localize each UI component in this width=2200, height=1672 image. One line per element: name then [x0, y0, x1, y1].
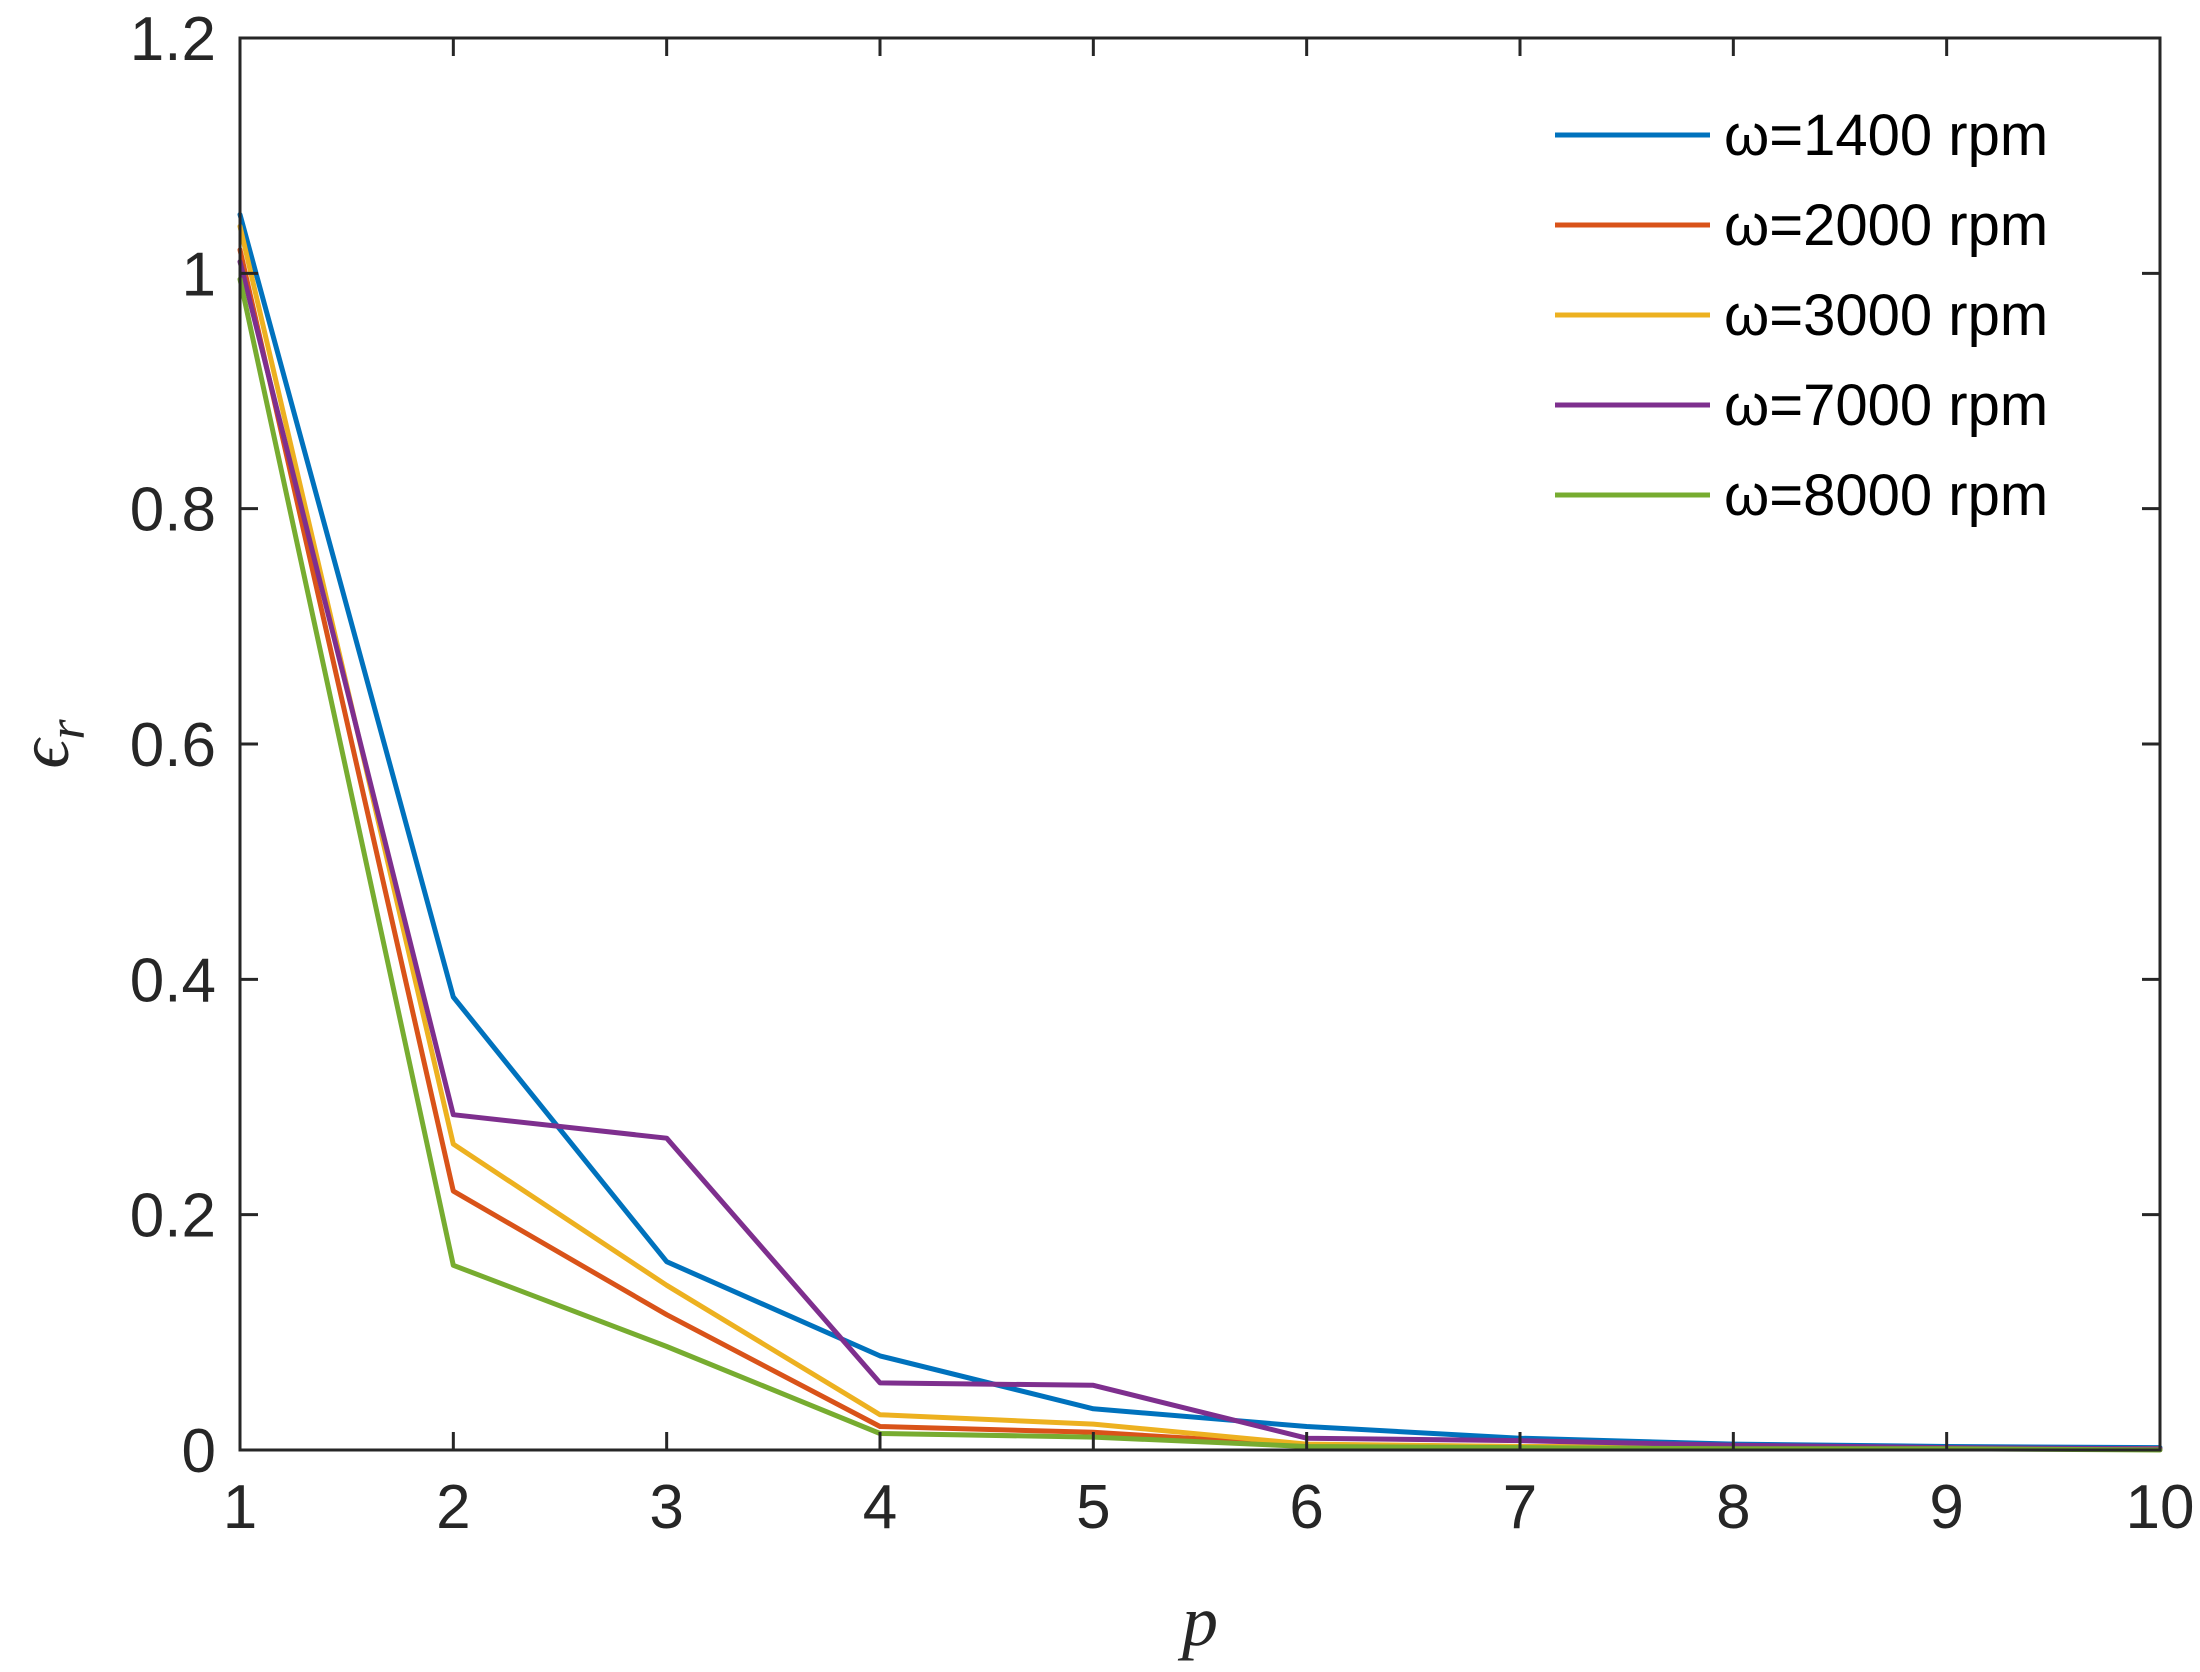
y-tick-label: 1.2	[130, 5, 216, 74]
y-tick-label: 0.6	[130, 711, 216, 780]
legend-label: ω=1400 rpm	[1724, 103, 2048, 168]
x-tick-label: 1	[223, 1473, 257, 1542]
y-axis-title-subscript: r	[39, 719, 96, 740]
tick-labels-layer: 1 2 3 4 5 6 7 8 9 10 0 0.2 0.4 0.6 0.8 1 1.2	[130, 5, 2195, 1542]
legend-label: ω=2000 rpm	[1724, 193, 2048, 258]
x-tick-label: 2	[436, 1473, 470, 1542]
x-tick-label: 4	[863, 1473, 897, 1542]
series-layer	[237, 212, 2163, 1453]
y-tick-label: 0.4	[130, 946, 216, 1015]
y-axis-title: ϵr	[4, 719, 96, 769]
y-tick-label: 0.2	[130, 1182, 216, 1251]
legend-label: ω=7000 rpm	[1724, 373, 2048, 438]
x-tick-label: 9	[1929, 1473, 1963, 1542]
y-tick-label: 1	[182, 240, 216, 309]
ticks-layer	[238, 36, 2162, 1452]
legend-label: ω=3000 rpm	[1724, 283, 2048, 348]
x-tick-label: 10	[2126, 1473, 2195, 1542]
x-tick-label: 5	[1076, 1473, 1110, 1542]
legend-label: ω=8000 rpm	[1724, 463, 2048, 528]
x-tick-label: 6	[1289, 1473, 1323, 1542]
y-axis-title-symbol: ϵ	[4, 737, 84, 769]
x-tick-label: 3	[649, 1473, 683, 1542]
x-tick-label: 7	[1503, 1473, 1537, 1542]
x-tick-label: 8	[1716, 1473, 1750, 1542]
y-tick-label: 0	[182, 1417, 216, 1486]
legend: ω=1400 rpm ω=2000 rpm ω=3000 rpm ω=7000 rpm…	[1555, 103, 2048, 528]
x-axis-title: p	[1177, 1581, 1218, 1661]
y-tick-label: 0.8	[130, 476, 216, 545]
